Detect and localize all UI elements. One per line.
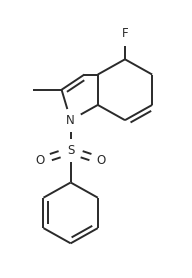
Text: F: F [122, 28, 128, 40]
Text: O: O [97, 154, 106, 167]
Text: N: N [66, 114, 75, 127]
Text: S: S [67, 144, 74, 157]
Text: O: O [35, 154, 45, 167]
